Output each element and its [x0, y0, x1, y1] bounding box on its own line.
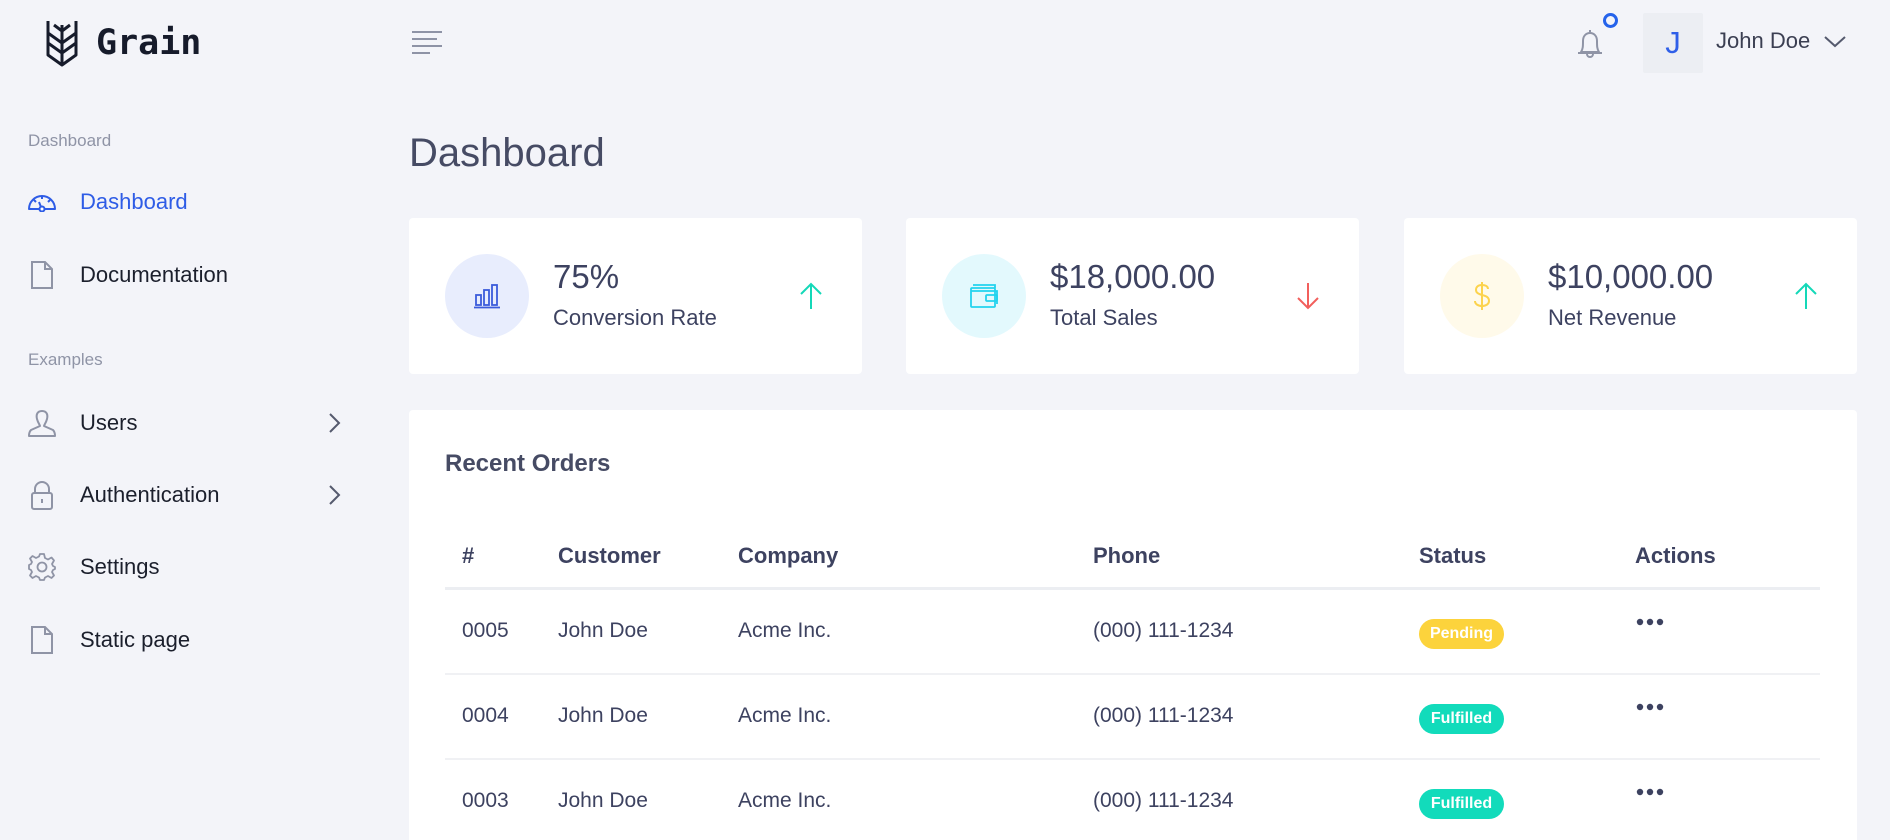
sidebar-section-examples: Examples [28, 350, 103, 369]
order-id: 0005 [462, 619, 509, 642]
stat-icon-circle [445, 254, 529, 338]
notification-indicator [1603, 13, 1618, 28]
sidebar-item-authentication[interactable]: Authentication [28, 473, 348, 517]
column-header-company: Company [738, 543, 839, 568]
status-badge: Pending [1419, 619, 1504, 649]
order-company: Acme Inc. [738, 704, 832, 727]
bar-chart-icon [474, 284, 500, 309]
sidebar-item-label: Documentation [80, 262, 228, 287]
more-actions-icon[interactable] [1636, 615, 1666, 629]
user-icon [28, 408, 56, 438]
stat-value: 75% [553, 258, 620, 295]
column-header-id: # [462, 543, 475, 568]
column-header-phone: Phone [1093, 543, 1161, 568]
app-logo[interactable]: Grain [46, 19, 201, 67]
order-company: Acme Inc. [738, 789, 832, 812]
bell-icon[interactable] [1574, 27, 1606, 59]
table-row: 0005 John Doe Acme Inc. (000) 111-1234 P… [445, 590, 1820, 675]
stat-label: Conversion Rate [553, 305, 717, 330]
status-badge: Fulfilled [1419, 789, 1504, 819]
sidebar-section-dashboard: Dashboard [28, 131, 112, 150]
stat-label: Total Sales [1050, 305, 1158, 330]
table-header: # Customer Company Phone Status Actions [445, 520, 1820, 590]
stat-icon-circle [1440, 254, 1524, 338]
column-header-actions: Actions [1635, 543, 1716, 568]
order-customer: John Doe [558, 619, 648, 642]
stat-value: $10,000.00 [1548, 258, 1714, 295]
wallet-icon [970, 284, 998, 308]
recent-orders-card: Recent Orders # Customer Company Phone S… [409, 410, 1857, 840]
dollar-icon [1474, 282, 1491, 310]
chevron-down-icon[interactable] [1823, 33, 1847, 51]
sidebar-item-label: Users [80, 410, 138, 435]
table-row: 0003 John Doe Acme Inc. (000) 111-1234 F… [445, 760, 1820, 840]
sidebar-item-label: Settings [80, 554, 160, 579]
sidebar-item-static-page[interactable]: Static page [28, 618, 348, 662]
arrow-up-icon [1795, 282, 1817, 309]
stat-icon-circle [942, 254, 1026, 338]
sidebar-item-settings[interactable]: Settings [28, 545, 348, 589]
order-id: 0004 [462, 704, 509, 727]
stat-card-total-sales: $18,000.00 Total Sales [906, 218, 1359, 374]
stat-card-net-revenue: $10,000.00 Net Revenue [1404, 218, 1857, 374]
document-icon [28, 625, 56, 655]
sidebar-item-label: Dashboard [80, 189, 188, 214]
order-customer: John Doe [558, 704, 648, 727]
column-header-customer: Customer [558, 543, 661, 568]
chevron-right-icon [329, 485, 341, 505]
lock-icon [28, 480, 56, 510]
avatar[interactable]: J [1643, 13, 1703, 73]
document-icon [28, 260, 56, 290]
chevron-right-icon [329, 413, 341, 433]
arrow-down-icon [1297, 283, 1319, 310]
recent-orders-title: Recent Orders [445, 450, 611, 477]
wheat-logo-icon [46, 21, 78, 67]
column-header-status: Status [1419, 543, 1487, 568]
hamburger-icon[interactable] [410, 28, 444, 58]
order-phone: (000) 111-1234 [1093, 619, 1234, 642]
sidebar-item-label: Authentication [80, 482, 220, 507]
more-actions-icon[interactable] [1636, 700, 1666, 714]
order-id: 0003 [462, 789, 509, 812]
gear-icon [28, 552, 56, 582]
sidebar-item-dashboard[interactable]: Dashboard [28, 180, 348, 224]
app-name: Grain [96, 23, 202, 63]
order-phone: (000) 111-1234 [1093, 789, 1234, 812]
more-actions-icon[interactable] [1636, 785, 1666, 799]
sidebar-item-users[interactable]: Users [28, 401, 348, 445]
status-badge: Fulfilled [1419, 704, 1504, 734]
user-name[interactable]: John Doe [1716, 28, 1811, 53]
sidebar-item-documentation[interactable]: Documentation [28, 253, 348, 297]
order-company: Acme Inc. [738, 619, 832, 642]
sidebar-item-label: Static page [80, 627, 191, 652]
page-title: Dashboard [409, 131, 605, 175]
gauge-icon [28, 187, 56, 217]
order-customer: John Doe [558, 789, 648, 812]
table-row: 0004 John Doe Acme Inc. (000) 111-1234 F… [445, 675, 1820, 760]
orders-table: # Customer Company Phone Status Actions … [445, 520, 1820, 840]
stat-label: Net Revenue [1548, 305, 1677, 330]
stat-card-conversion-rate: 75% Conversion Rate [409, 218, 862, 374]
order-phone: (000) 111-1234 [1093, 704, 1234, 727]
arrow-up-icon [800, 282, 822, 309]
stat-value: $18,000.00 [1050, 258, 1216, 295]
